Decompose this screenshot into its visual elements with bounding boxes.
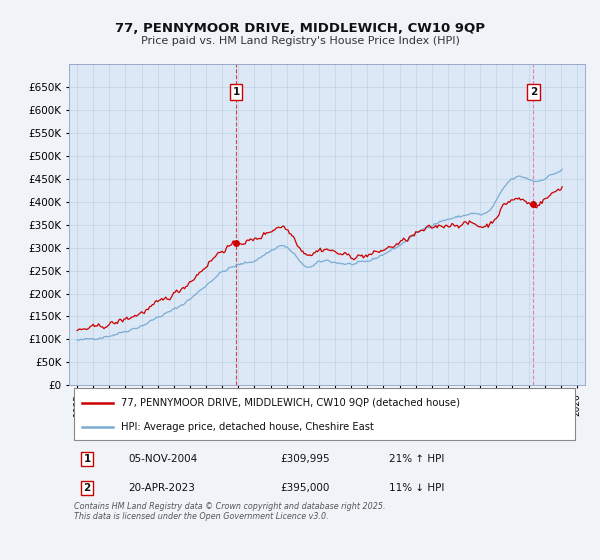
Text: 1: 1 [83, 454, 91, 464]
Text: 2: 2 [83, 483, 91, 493]
Text: 21% ↑ HPI: 21% ↑ HPI [389, 454, 444, 464]
Text: 77, PENNYMOOR DRIVE, MIDDLEWICH, CW10 9QP (detached house): 77, PENNYMOOR DRIVE, MIDDLEWICH, CW10 9Q… [121, 398, 460, 408]
Text: Contains HM Land Registry data © Crown copyright and database right 2025.
This d: Contains HM Land Registry data © Crown c… [74, 502, 386, 521]
Text: HPI: Average price, detached house, Cheshire East: HPI: Average price, detached house, Ches… [121, 422, 373, 432]
Text: £395,000: £395,000 [281, 483, 330, 493]
Text: 20-APR-2023: 20-APR-2023 [128, 483, 195, 493]
Text: 1: 1 [232, 87, 239, 97]
Text: 77, PENNYMOOR DRIVE, MIDDLEWICH, CW10 9QP: 77, PENNYMOOR DRIVE, MIDDLEWICH, CW10 9Q… [115, 22, 485, 35]
Text: Price paid vs. HM Land Registry's House Price Index (HPI): Price paid vs. HM Land Registry's House … [140, 36, 460, 46]
Text: 05-NOV-2004: 05-NOV-2004 [128, 454, 197, 464]
Text: 11% ↓ HPI: 11% ↓ HPI [389, 483, 444, 493]
Text: 2: 2 [530, 87, 537, 97]
Text: £309,995: £309,995 [281, 454, 330, 464]
FancyBboxPatch shape [74, 388, 575, 440]
